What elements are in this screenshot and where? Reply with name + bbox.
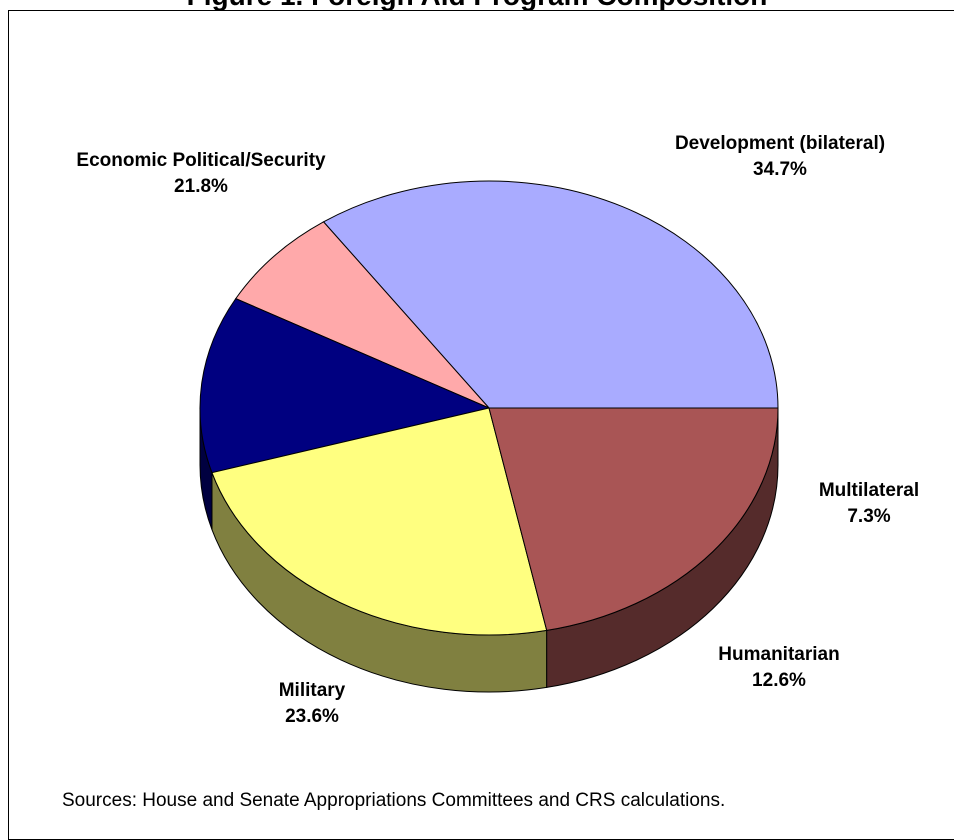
slice-label-multilateral: Multilateral 7.3% [819, 478, 919, 530]
slice-value-economic: 21.8% [174, 176, 228, 197]
pie-slice-4 [488, 407, 779, 631]
slice-label-humanitarian: Humanitarian 12.6% [718, 642, 839, 694]
slice-name-development: Development (bilateral) [674, 133, 886, 154]
chart-title: Figure 1. Foreign Aid Program Compositio… [0, 0, 954, 10]
slice-value-development: 34.7% [753, 159, 807, 180]
source-note: Sources: House and Senate Appropriations… [62, 790, 726, 811]
pie-slice-0 [322, 180, 779, 409]
pie-chart [199, 180, 779, 693]
slice-label-development: Development (bilateral) 34.7% [675, 131, 885, 183]
slice-name-economic: Economic Political/Security [76, 150, 326, 171]
slice-name-humanitarian: Humanitarian [718, 644, 840, 665]
pie-top [199, 180, 779, 636]
slice-value-military: 23.6% [285, 706, 339, 727]
slice-label-military: Military 23.6% [279, 678, 346, 730]
pie-slice-3 [211, 407, 548, 636]
slice-name-military: Military [278, 680, 346, 701]
slice-label-economic: Economic Political/Security 21.8% [76, 148, 325, 200]
slice-name-multilateral: Multilateral [818, 480, 920, 501]
slice-value-multilateral: 7.3% [847, 506, 891, 527]
pie-slice-1 [234, 221, 490, 409]
pie-slice-2 [199, 298, 491, 474]
slice-value-humanitarian: 12.6% [752, 670, 806, 691]
